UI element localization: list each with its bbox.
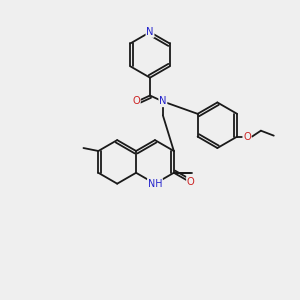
Text: O: O — [187, 177, 194, 187]
Text: N: N — [159, 97, 166, 106]
Text: O: O — [243, 132, 251, 142]
Text: O: O — [132, 97, 140, 106]
Text: N: N — [146, 27, 154, 37]
Text: NH: NH — [148, 179, 162, 189]
